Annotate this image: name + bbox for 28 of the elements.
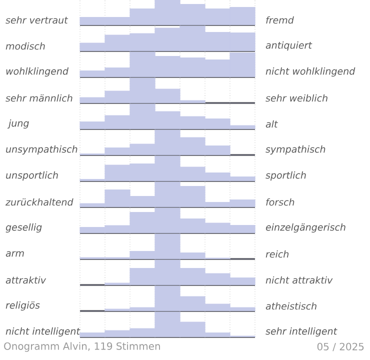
y-axis-title: zurückhaltend [5, 198, 74, 206]
y-axis-title: attraktiv [6, 276, 46, 284]
y2-axis-title: nicht wohlklingend [266, 67, 356, 77]
y2-axis-title: sehr weiblich [266, 94, 328, 102]
y-axis-title: unsympathisch [6, 145, 78, 155]
y-axis-title: wohlklingend [6, 67, 69, 77]
y-axis-title: jung [7, 119, 29, 129]
y-axis-title: gesellig [6, 223, 42, 233]
y2-axis-title: antiquiert [266, 41, 312, 51]
y2-axis-title: reich [266, 250, 289, 258]
y2-axis-title: nicht attraktiv [266, 276, 333, 284]
y2-axis-title: alt [266, 120, 278, 128]
text: Onogramm Alvin, 119 Stimmen [4, 342, 160, 352]
y-axis-title: religiös [6, 301, 40, 311]
y-axis-title: unsportlich [6, 171, 58, 181]
y-axis-title: nicht intelligent [6, 327, 80, 337]
text: 05 / 2025 [317, 342, 364, 352]
y2-axis-title: fremd [266, 16, 294, 24]
y2-axis-title: einzelgängerisch [266, 223, 346, 233]
y2-axis-title: sympathisch [266, 145, 326, 155]
y-axis-title: sehr männlich [6, 94, 72, 102]
y-axis-title: arm [6, 251, 24, 257]
y-axis-title: modisch [6, 42, 45, 50]
y2-axis-title: sportlich [266, 171, 306, 181]
y2-axis-title: sehr intelligent [266, 327, 338, 337]
y-axis-title: sehr vertraut [6, 16, 68, 24]
y2-axis-title: forsch [266, 198, 294, 206]
y2-axis-title: atheistisch [266, 302, 316, 310]
